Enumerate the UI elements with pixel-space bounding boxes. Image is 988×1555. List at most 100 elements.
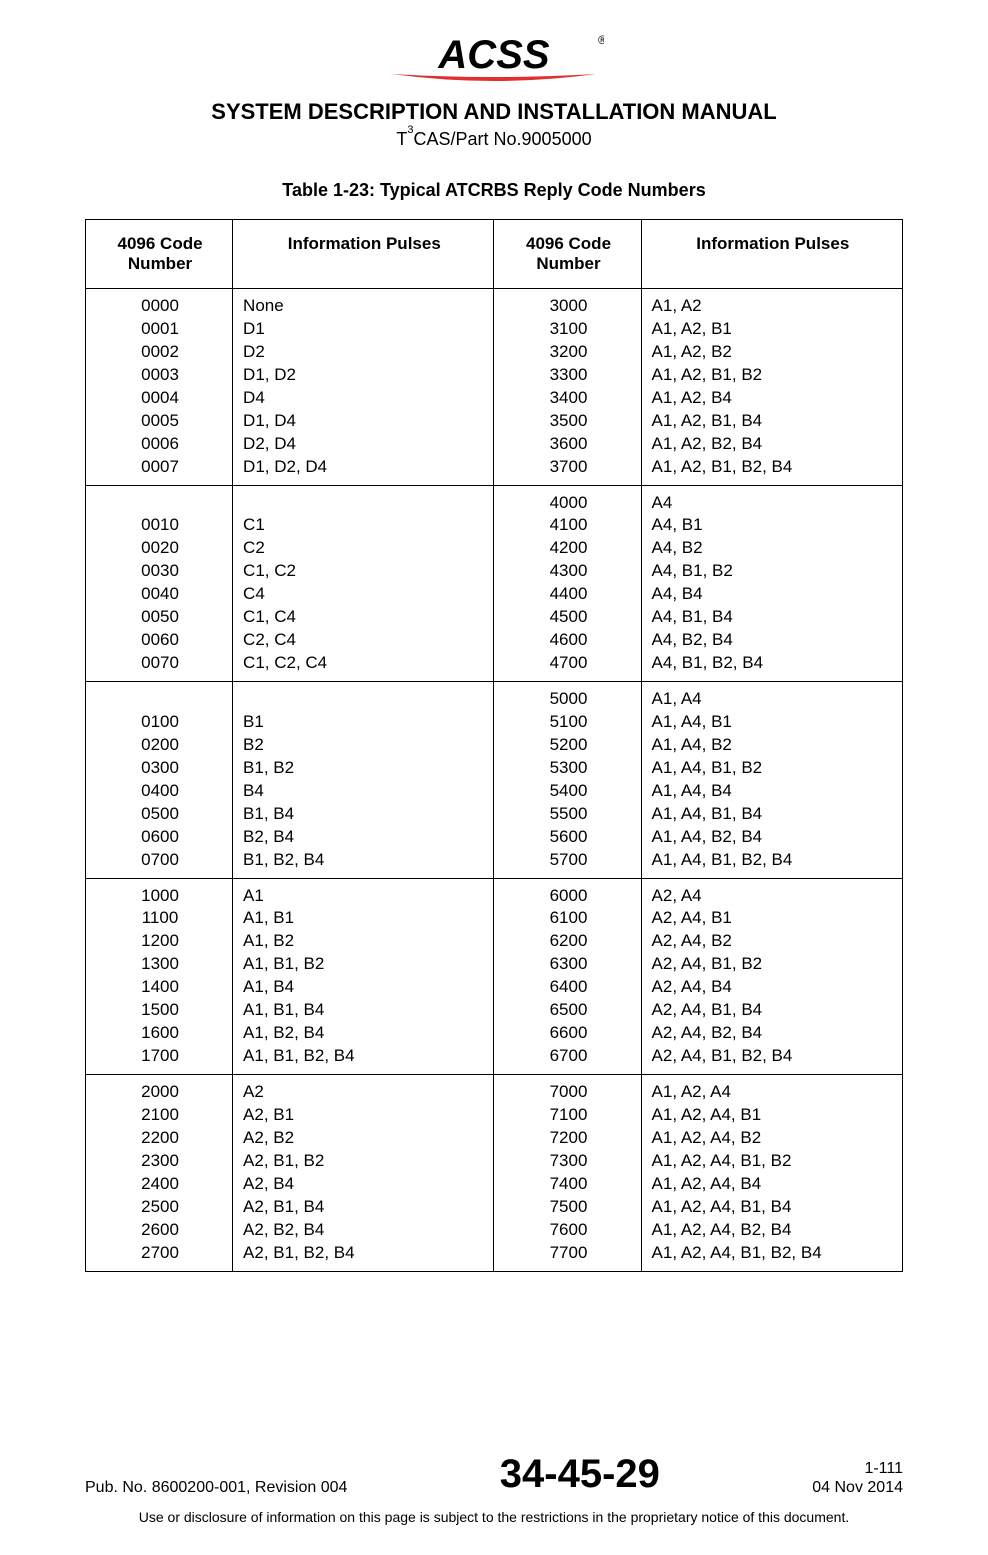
code-number: 5700 <box>504 849 632 872</box>
code-number: 1000 <box>96 885 224 908</box>
table-cell: A2A2, B1A2, B2A2, B1, B2A2, B4A2, B1, B4… <box>233 1075 494 1272</box>
code-number: 0001 <box>96 318 224 341</box>
table-cell: 60006100620063006400650066006700 <box>494 878 641 1075</box>
code-number: 4300 <box>504 560 632 583</box>
footer-left: Pub. No. 8600200-001, Revision 004 <box>85 1479 347 1497</box>
info-pulses: A4, B1, B2 <box>652 560 894 583</box>
info-pulses: A2, A4, B1, B2 <box>652 953 894 976</box>
code-number: 0004 <box>96 387 224 410</box>
table-cell: A1, A2A1, A2, B1A1, A2, B2A1, A2, B1, B2… <box>641 289 902 486</box>
code-number: 0040 <box>96 583 224 606</box>
code-number: 4400 <box>504 583 632 606</box>
info-pulses: D1, D2 <box>243 364 485 387</box>
code-number: 7500 <box>504 1196 632 1219</box>
info-pulses: A1, A2, B1, B2, B4 <box>652 456 894 479</box>
info-pulses: A2, A4, B1, B4 <box>652 999 894 1022</box>
info-pulses: A2, A4, B2 <box>652 930 894 953</box>
subtitle-suffix: CAS/Part No.9005000 <box>414 129 592 149</box>
table-cell: NoneD1D2D1, D2D4D1, D4D2, D4D1, D2, D4 <box>233 289 494 486</box>
doc-subtitle: T3CAS/Part No.9005000 <box>85 129 903 150</box>
info-pulses: A1, A4, B1, B2 <box>652 757 894 780</box>
col-header: 4096 Code Number <box>494 220 641 289</box>
code-number: 0070 <box>96 652 224 675</box>
code-number: 7100 <box>504 1104 632 1127</box>
code-number: 2300 <box>96 1150 224 1173</box>
code-number: 0010 <box>96 514 224 537</box>
table-cell: A1A1, B1A1, B2A1, B1, B2A1, B4A1, B1, B4… <box>233 878 494 1075</box>
subtitle-sup: 3 <box>407 124 413 136</box>
info-pulses: A1, A4 <box>652 688 894 711</box>
code-number: 0002 <box>96 341 224 364</box>
blank-line <box>96 688 224 711</box>
info-pulses: C1, C2 <box>243 560 485 583</box>
table-row: 20002100220023002400250026002700A2A2, B1… <box>86 1075 903 1272</box>
info-pulses: A1, A4, B2, B4 <box>652 826 894 849</box>
info-pulses: A1, B2 <box>243 930 485 953</box>
info-pulses: A1, A2 <box>652 295 894 318</box>
code-number: 5400 <box>504 780 632 803</box>
info-pulses: A1, A2, A4, B2, B4 <box>652 1219 894 1242</box>
info-pulses: A1, A2, A4, B1, B4 <box>652 1196 894 1219</box>
code-number: 0600 <box>96 826 224 849</box>
info-pulses: A4, B1 <box>652 514 894 537</box>
code-number: 0400 <box>96 780 224 803</box>
info-pulses: A4, B2, B4 <box>652 629 894 652</box>
info-pulses: A2, A4, B1, B2, B4 <box>652 1045 894 1068</box>
footer-page-number: 1-111 <box>812 1459 903 1478</box>
info-pulses: A1, A2, B1 <box>652 318 894 341</box>
info-pulses: A2, B1 <box>243 1104 485 1127</box>
info-pulses: A1, A2, B4 <box>652 387 894 410</box>
svg-text:ACSS: ACSS <box>437 33 549 77</box>
code-number: 7200 <box>504 1127 632 1150</box>
code-number: 5200 <box>504 734 632 757</box>
code-number: 5500 <box>504 803 632 826</box>
info-pulses: A1, A2, B1, B2 <box>652 364 894 387</box>
info-pulses: A1, A2, A4, B4 <box>652 1173 894 1196</box>
info-pulses: A1, A2, B1, B4 <box>652 410 894 433</box>
doc-title: SYSTEM DESCRIPTION AND INSTALLATION MANU… <box>85 99 903 125</box>
code-number: 5000 <box>504 688 632 711</box>
info-pulses: A1, A2, A4, B1, B2, B4 <box>652 1242 894 1265</box>
info-pulses: A1, A2, A4 <box>652 1081 894 1104</box>
table-caption: Table 1-23: Typical ATCRBS Reply Code Nu… <box>85 180 903 201</box>
info-pulses: A1, A2, B2, B4 <box>652 433 894 456</box>
code-number: 4100 <box>504 514 632 537</box>
info-pulses: A1, A4, B1, B4 <box>652 803 894 826</box>
logo-wrap: ACSS ® <box>85 30 903 93</box>
table-cell: A1, A2, A4A1, A2, A4, B1A1, A2, A4, B2A1… <box>641 1075 902 1272</box>
code-number: 1300 <box>96 953 224 976</box>
info-pulses: B2, B4 <box>243 826 485 849</box>
code-number: 0200 <box>96 734 224 757</box>
code-number: 6000 <box>504 885 632 908</box>
table-header-row: 4096 Code Number Information Pulses 4096… <box>86 220 903 289</box>
info-pulses: A1, B1, B2 <box>243 953 485 976</box>
table-cell: 70007100720073007400750076007700 <box>494 1075 641 1272</box>
code-number: 2100 <box>96 1104 224 1127</box>
table-row: 10001100120013001400150016001700A1A1, B1… <box>86 878 903 1075</box>
info-pulses: C2 <box>243 537 485 560</box>
footer-section-number: 34-45-29 <box>500 1452 660 1497</box>
info-pulses: D1, D2, D4 <box>243 456 485 479</box>
table-cell: C1C2C1, C2C4C1, C4C2, C4C1, C2, C4 <box>233 485 494 682</box>
code-number: 0060 <box>96 629 224 652</box>
code-number: 3400 <box>504 387 632 410</box>
footer-date: 04 Nov 2014 <box>812 1478 903 1497</box>
info-pulses: A4, B4 <box>652 583 894 606</box>
table-cell: 40004100420043004400450046004700 <box>494 485 641 682</box>
code-number: 6700 <box>504 1045 632 1068</box>
info-pulses: B2 <box>243 734 485 757</box>
info-pulses: D2, D4 <box>243 433 485 456</box>
code-number: 2400 <box>96 1173 224 1196</box>
document-page: ACSS ® SYSTEM DESCRIPTION AND INSTALLATI… <box>0 0 988 1555</box>
info-pulses: D1, D4 <box>243 410 485 433</box>
code-number: 1400 <box>96 976 224 999</box>
info-pulses: A4 <box>652 492 894 515</box>
code-number: 0006 <box>96 433 224 456</box>
footer-right: 1-111 04 Nov 2014 <box>812 1459 903 1497</box>
table-cell: 20002100220023002400250026002700 <box>86 1075 233 1272</box>
info-pulses: B1 <box>243 711 485 734</box>
info-pulses: C1, C2, C4 <box>243 652 485 675</box>
info-pulses: A2, A4, B1 <box>652 907 894 930</box>
code-number: 0020 <box>96 537 224 560</box>
blank-line <box>96 492 224 515</box>
